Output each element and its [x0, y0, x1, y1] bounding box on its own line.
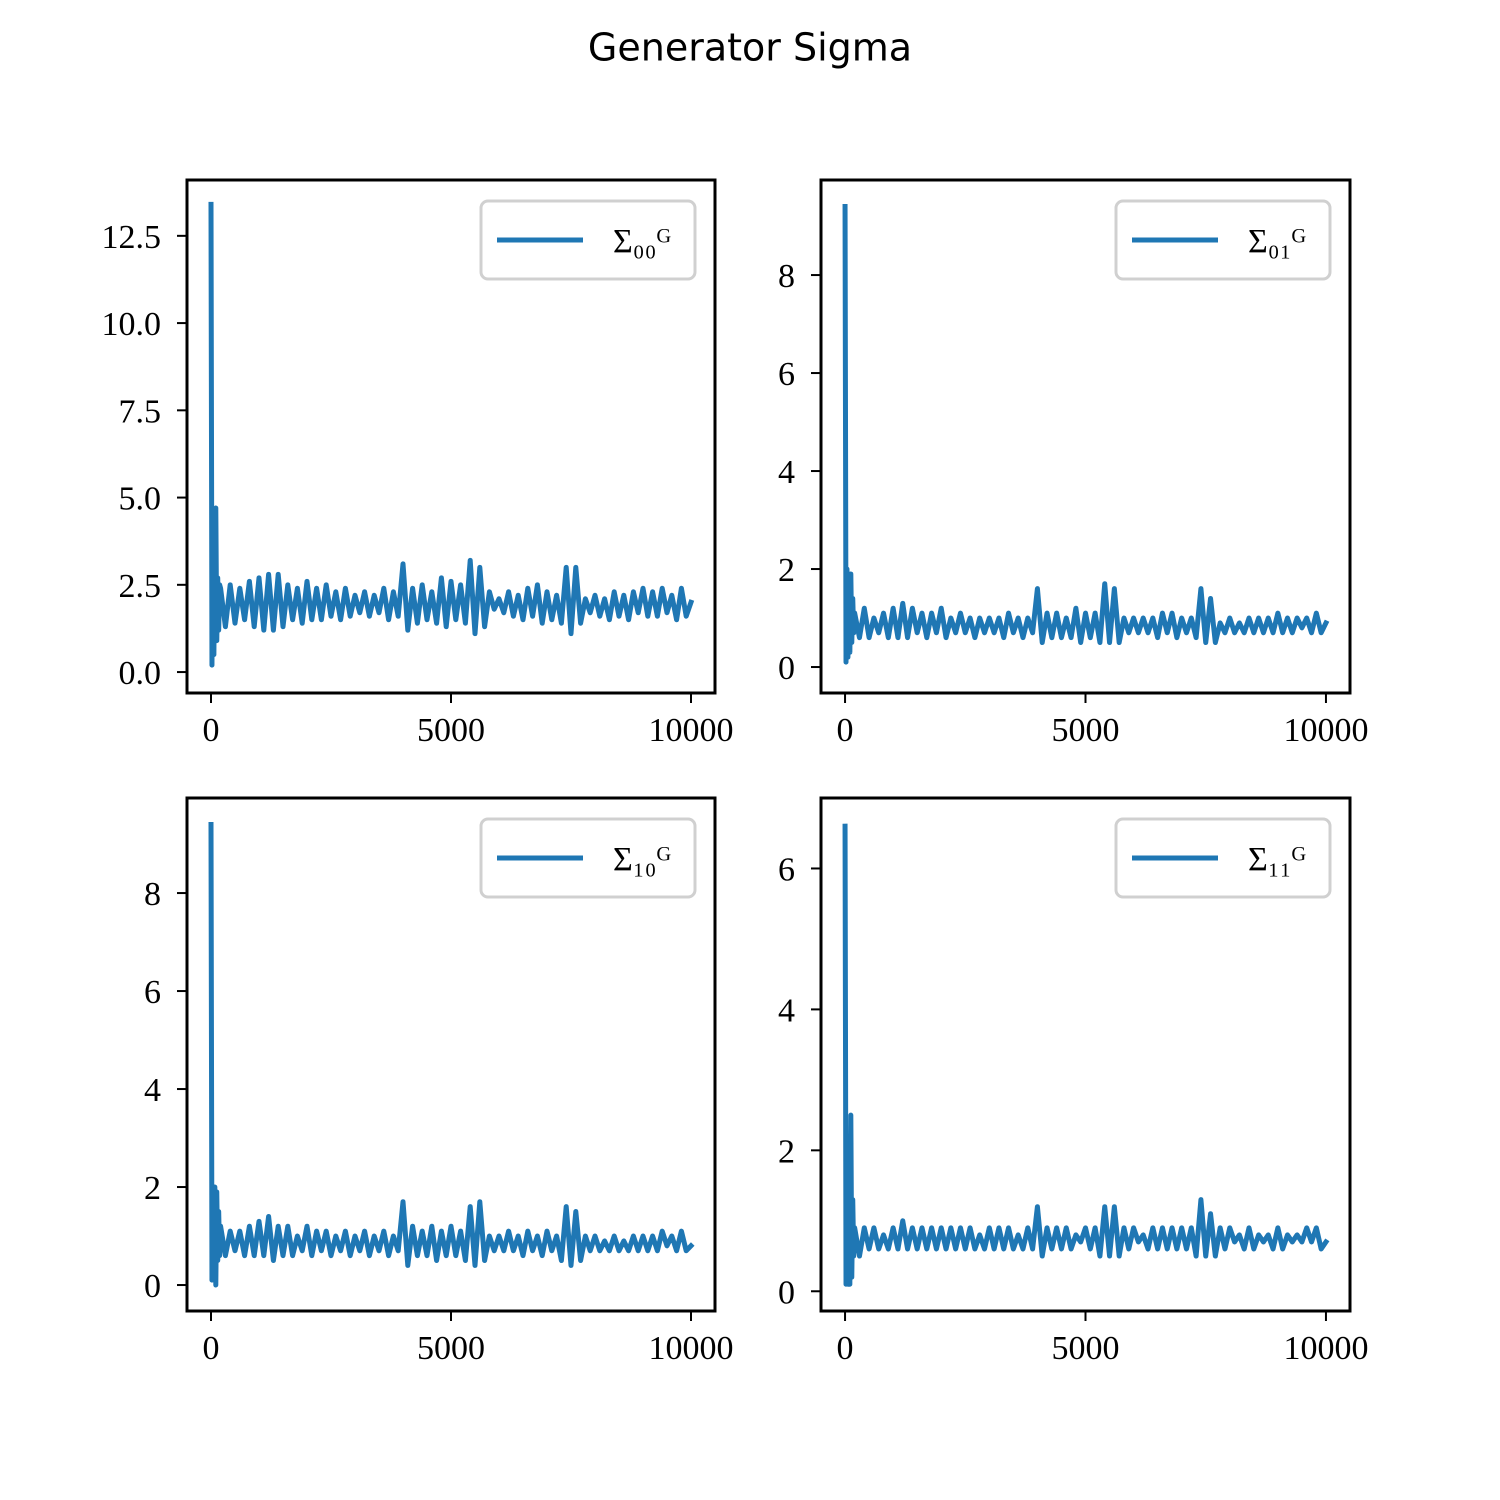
plot-area [842, 203, 1330, 665]
data-line [208, 201, 695, 668]
subplot: 0 5000 10000 0 2 4 6 8 Σ₁₀ᴳ [144, 796, 734, 1367]
legend-box [479, 199, 697, 281]
legend-label: Σ₁₁ᴳ [1248, 841, 1306, 878]
subplot: 0 5000 10000 0 2 4 6 8 Σ₀₁ᴳ [778, 178, 1368, 749]
y-tick-label: 0 [778, 650, 795, 687]
y-tick-label: 0 [778, 1274, 795, 1311]
y-tick-label: 0.0 [119, 655, 162, 692]
y-tick-label: 6 [778, 851, 795, 888]
legend-box [1114, 817, 1332, 899]
plot-area [208, 821, 695, 1288]
x-tick-label: 10000 [649, 1330, 734, 1367]
y-tick-label: 8 [778, 258, 795, 295]
data-line [842, 823, 1330, 1287]
legend-box [479, 817, 697, 899]
x-tick-label: 10000 [649, 712, 734, 749]
x-tick-label: 5000 [1052, 1330, 1120, 1367]
x-tick-label: 5000 [417, 712, 485, 749]
y-tick-label: 6 [778, 356, 795, 393]
y-tick-label: 12.5 [102, 219, 162, 256]
data-line [842, 203, 1330, 665]
y-tick-label: 4 [778, 454, 795, 491]
x-tick-label: 0 [203, 1330, 220, 1367]
y-tick-label: 7.5 [119, 393, 162, 430]
subplot: 0 5000 10000 0 2 4 6 Σ₁₁ᴳ [778, 796, 1368, 1367]
legend-label: Σ₀₀ᴳ [613, 223, 671, 260]
plot-area [842, 823, 1330, 1287]
x-tick-label: 0 [203, 712, 220, 749]
legend-label: Σ₁₀ᴳ [613, 841, 671, 878]
y-tick-label: 5.0 [119, 481, 162, 518]
y-tick-label: 4 [144, 1072, 161, 1109]
data-line [208, 821, 695, 1288]
y-tick-label: 2.5 [119, 568, 162, 605]
y-tick-label: 2 [778, 552, 795, 589]
x-tick-label: 0 [837, 1330, 854, 1367]
x-tick-label: 5000 [1052, 712, 1120, 749]
y-tick-label: 10.0 [102, 306, 162, 343]
y-tick-label: 2 [778, 1133, 795, 1170]
y-tick-label: 6 [144, 974, 161, 1011]
y-tick-label: 2 [144, 1170, 161, 1207]
plot-area [208, 201, 695, 668]
y-tick-label: 0 [144, 1268, 161, 1305]
x-tick-label: 10000 [1283, 712, 1368, 749]
legend-box [1114, 199, 1332, 281]
subplot: 0 5000 10000 0.0 2.5 5.0 7.5 10.0 12.5 Σ₀₀ᴳ [102, 178, 734, 749]
y-tick-label: 4 [778, 992, 795, 1029]
x-tick-label: 10000 [1283, 1330, 1368, 1367]
x-tick-label: 5000 [417, 1330, 485, 1367]
y-tick-label: 8 [144, 876, 161, 913]
legend-label: Σ₀₁ᴳ [1248, 223, 1306, 260]
x-tick-label: 0 [837, 712, 854, 749]
figure-title: Generator Sigma [588, 26, 912, 70]
